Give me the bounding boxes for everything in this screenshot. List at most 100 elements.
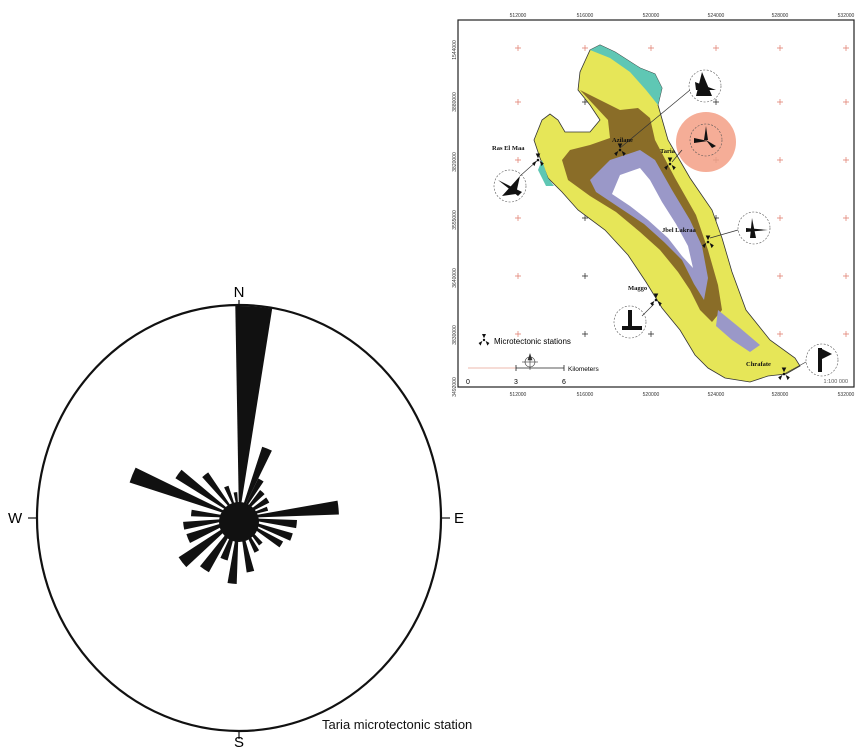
grid-cross — [777, 215, 783, 221]
grid-cross — [843, 157, 849, 163]
bottom-tick-labels: 512000 516000 520000 524000 528000 53200… — [510, 392, 855, 398]
top-tick: 516000 — [577, 13, 594, 19]
radiation-marker-icon[interactable] — [664, 157, 676, 171]
grid-cross — [777, 331, 783, 337]
radiation-marker-icon[interactable] — [614, 143, 626, 157]
grid-cross — [777, 99, 783, 105]
bottom-tick: 520000 — [643, 392, 660, 398]
grid-cross — [843, 99, 849, 105]
grid-cross — [777, 273, 783, 279]
scale-bar — [468, 365, 565, 371]
rose-petal — [235, 305, 273, 518]
station-label-jbel-lakraa: Jbel Lakraa — [662, 227, 697, 234]
grid-cross — [515, 273, 521, 279]
left-tick: 3555000 — [452, 210, 458, 230]
rose-mini-icon — [818, 348, 832, 372]
connector — [783, 361, 807, 375]
grid-cross — [515, 157, 521, 163]
taria-highlight — [676, 112, 736, 172]
connector — [671, 149, 683, 163]
grid-cross — [843, 331, 849, 337]
grid-cross — [515, 331, 521, 337]
grid-cross — [777, 157, 783, 163]
top-tick: 520000 — [643, 13, 660, 19]
chrafate-inset — [805, 343, 839, 377]
station-label-chrafate: Chrafate — [746, 361, 771, 368]
rose-petal — [239, 500, 339, 518]
grid-cross — [777, 45, 783, 51]
left-tick: 3880000 — [452, 92, 458, 112]
map-legend: Microtectonic stations Kilometers 0 3 6 … — [466, 334, 848, 386]
coastal-area — [590, 45, 662, 105]
upland-area — [716, 310, 760, 352]
station-label-maggo: Maggo — [628, 285, 647, 292]
bottom-tick: 516000 — [577, 392, 594, 398]
grid-cross — [843, 45, 849, 51]
station-markers — [532, 143, 790, 381]
connector — [709, 229, 739, 239]
left-tick: 3830000 — [452, 325, 458, 345]
grid-cross — [713, 99, 719, 105]
bottom-tick: 528000 — [772, 392, 789, 398]
bottom-tick: 532000 — [838, 392, 855, 398]
grid-cross — [582, 45, 588, 51]
scale-tick: 6 — [562, 379, 566, 386]
rose-petals — [129, 305, 339, 584]
left-tick: 3640000 — [452, 268, 458, 288]
top-tick: 528000 — [772, 13, 789, 19]
terrain-relief — [533, 44, 801, 383]
grid-cross — [713, 45, 719, 51]
connector — [641, 303, 655, 317]
top-tick: 524000 — [708, 13, 725, 19]
scale-tick: 0 — [466, 379, 470, 386]
radiation-marker-icon[interactable] — [702, 235, 714, 249]
station-label-azilane: Azilane — [612, 137, 633, 144]
scale-ratio: 1:100 000 — [824, 379, 848, 385]
coastal-area — [538, 160, 554, 186]
jbel-lakraa-inset — [737, 211, 771, 245]
radiation-marker-icon[interactable] — [532, 153, 544, 167]
taria-inset — [689, 123, 723, 157]
grid-cross — [515, 45, 521, 51]
top-tick: 512000 — [510, 13, 527, 19]
azilane-inset — [688, 69, 722, 103]
top-tick: 532000 — [838, 13, 855, 19]
left-tick: 1544000 — [452, 40, 458, 60]
scale-tick: 3 — [514, 379, 518, 386]
station-label-ras-el-maa: Ras El Maa — [492, 145, 525, 152]
grid-cross — [582, 331, 588, 337]
legend-label: Microtectonic stations — [494, 337, 571, 346]
rose-diagram: N E S W — [8, 284, 464, 749]
station-label-taria: Taria — [660, 148, 676, 155]
left-tick-labels: 1544000 3880000 3820000 3555000 3640000 … — [452, 40, 458, 397]
station-insets — [493, 69, 839, 377]
rose-petal — [239, 446, 272, 518]
top-tick-labels: 512000 516000 520000 524000 528000 53200… — [510, 13, 855, 19]
relief-map: 512000 516000 520000 524000 528000 53200… — [452, 13, 855, 398]
grid-cross — [843, 273, 849, 279]
grid-cross — [648, 331, 654, 337]
summit-area — [612, 168, 693, 268]
grid-cross — [582, 99, 588, 105]
left-tick: 3820000 — [452, 152, 458, 172]
legend-station-icon — [478, 334, 490, 346]
rose-mini-icon — [746, 218, 768, 238]
north-label: N — [234, 284, 245, 301]
radiation-marker-icon[interactable] — [650, 293, 662, 307]
radiation-marker-icon[interactable] — [778, 367, 790, 381]
ras-el-maa-inset — [493, 169, 527, 203]
rose-petal — [175, 469, 239, 518]
bottom-tick: 524000 — [708, 392, 725, 398]
grid-cross — [648, 45, 654, 51]
south-label: S — [234, 734, 244, 749]
rose-caption: Taria microtectonic station — [322, 717, 473, 732]
connector — [619, 89, 691, 149]
scale-unit: Kilometers — [568, 366, 599, 373]
rose-mini-icon — [694, 126, 716, 148]
grid-cross — [582, 273, 588, 279]
rose-mini-icon — [695, 72, 716, 96]
rose-mini-icon — [622, 310, 642, 330]
rose-mini-icon — [498, 176, 522, 196]
station-inset-roses — [498, 72, 832, 372]
grid-cross — [582, 215, 588, 221]
